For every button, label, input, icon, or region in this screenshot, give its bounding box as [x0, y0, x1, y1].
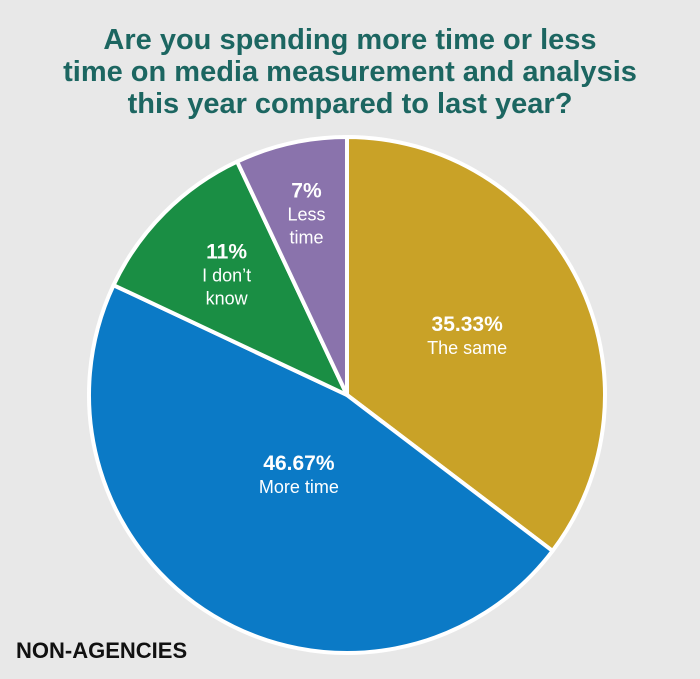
slice-name-label: Less [287, 205, 325, 225]
pie-slice [111, 159, 349, 397]
slice-percent-label: 7% [291, 180, 322, 203]
slice-name-label: More time [259, 477, 339, 497]
slice-name-label: The same [427, 338, 507, 358]
group-label: NON-AGENCIES [16, 638, 187, 663]
chart-title-line: this year compared to last year? [128, 88, 573, 120]
slice-percent-label: 35.33% [432, 313, 504, 336]
chart-title-line: time on media measurement and analysis [63, 56, 637, 88]
slice-name-label: know [206, 289, 249, 309]
pie-slices [87, 135, 607, 655]
pie-slice [87, 283, 555, 655]
slice-percent-label: 46.67% [263, 452, 335, 475]
pie-slice [345, 135, 607, 553]
chart-title-line: Are you spending more time or less [103, 24, 596, 56]
slice-name-label: time [289, 228, 323, 248]
pie-slice [235, 135, 349, 397]
slice-labels: 35.33%The same 46.67%More time 11%I don’t k… [202, 180, 507, 497]
slice-percent-label: 11% [206, 241, 247, 264]
slice-name-label: I don’t [202, 266, 251, 286]
